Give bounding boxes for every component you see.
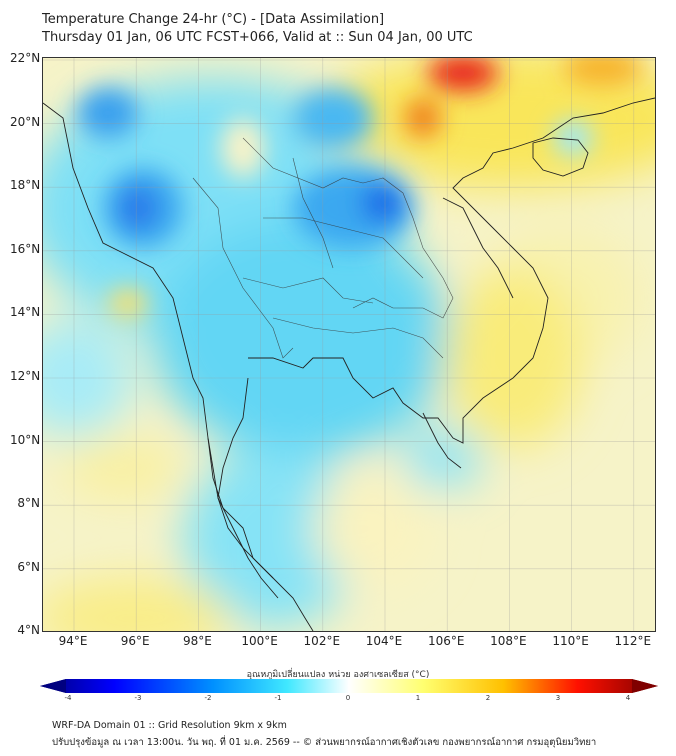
- temperature-change-map: [42, 57, 656, 632]
- chart-title: Temperature Change 24-hr (°C) - [Data As…: [42, 12, 385, 27]
- lat-tick-label: 16°N: [10, 241, 41, 256]
- lat-tick-label: 10°N: [10, 432, 41, 447]
- lat-tick-label: 12°N: [10, 369, 41, 383]
- lat-tick-label: 8°N: [17, 496, 40, 511]
- lon-tick-label: 106°E: [427, 634, 465, 648]
- colorbar-tick-label: -2: [204, 694, 212, 702]
- lat-tick-label: 4°N: [17, 623, 40, 638]
- colorbar-tick-label: 0: [345, 694, 351, 702]
- lon-tick-label: 94°E: [58, 634, 88, 648]
- chart-subtitle: Thursday 01 Jan, 06 UTC FCST+066, Valid …: [42, 30, 473, 45]
- coastlines: [43, 97, 655, 631]
- lon-tick-label: 100°E: [241, 634, 278, 648]
- lon-tick-label: 108°E: [490, 634, 527, 648]
- lon-tick-label: 96°E: [120, 634, 150, 648]
- lon-tick-label: 102°E: [303, 634, 341, 648]
- footer-model-info: WRF-DA Domain 01 :: Grid Resolution 9km …: [52, 720, 287, 731]
- lon-tick-label: 98°E: [182, 634, 212, 648]
- footer-update-info: ปรับปรุงข้อมูล ณ เวลา 13:00น. วัน พฤ. ที…: [52, 737, 597, 748]
- colorbar-tick-label: -3: [134, 694, 142, 702]
- colorbar-tick-label: 2: [485, 694, 491, 702]
- lat-tick-label: 14°N: [10, 305, 41, 320]
- gridlines: [43, 58, 655, 631]
- colorbar-tick-label: 1: [415, 694, 421, 702]
- colorbar-tick-label: 4: [625, 694, 631, 702]
- lat-tick-label: 20°N: [10, 114, 41, 129]
- lon-tick-label: 112°E: [614, 634, 652, 648]
- colorbar-tick-label: -4: [64, 694, 72, 702]
- lat-tick-label: 6°N: [17, 559, 40, 574]
- borders: [192, 137, 454, 359]
- colorbar-tick-label: 3: [555, 694, 561, 702]
- lat-tick-label: 22°N: [10, 51, 41, 65]
- lat-tick-label: 18°N: [10, 178, 41, 193]
- lon-tick-label: 110°E: [552, 634, 589, 648]
- lon-tick-label: 104°E: [365, 634, 403, 648]
- colorbar-label: อุณหภูมิเปลี่ยนแปลง หน่วย องศาเซลเซียส (…: [246, 670, 430, 680]
- colorbar-tick-label: -1: [274, 694, 282, 702]
- colorbar: [40, 679, 658, 693]
